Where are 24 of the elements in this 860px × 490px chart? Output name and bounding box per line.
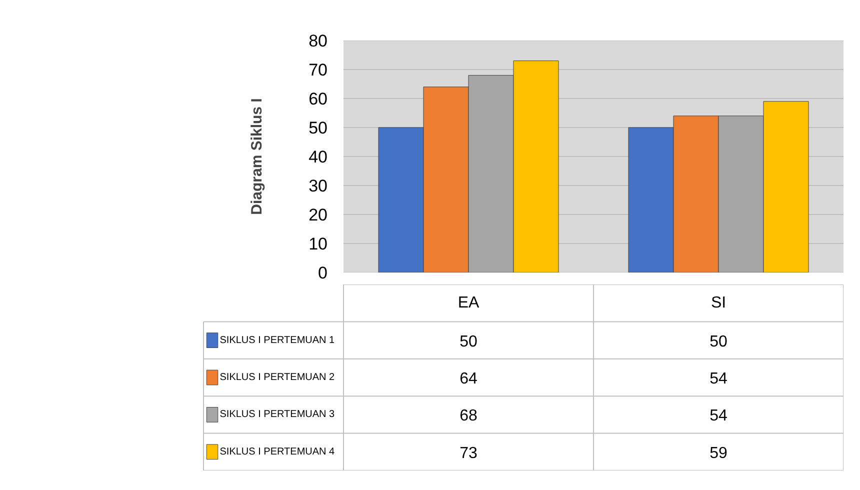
y-tick-label: 40 — [308, 148, 328, 166]
data-label: 54 — [710, 370, 728, 388]
legend-label: SIKLUS I PERTEMUAN 3 — [220, 409, 336, 420]
y-tick-label: 70 — [308, 60, 328, 80]
legend-label: SIKLUS I PERTEMUAN 1 — [220, 334, 336, 346]
data-label: 73 — [460, 444, 478, 462]
y-tick-label: 20 — [308, 206, 328, 224]
data-label: 50 — [460, 333, 478, 350]
y-tick-label: 60 — [308, 90, 328, 108]
legend-label: SIKLUS I PERTEMUAN 2 — [220, 372, 336, 383]
x-tick-label: EA — [458, 294, 480, 312]
y-tick-label: 50 — [308, 118, 328, 138]
data-label: 64 — [460, 370, 478, 388]
y-axis-title: Diagram Siklus I — [248, 98, 266, 215]
y-tick-label: 30 — [308, 176, 328, 196]
data-label: 68 — [460, 408, 478, 425]
y-tick-label: 10 — [308, 234, 328, 254]
data-label: 54 — [710, 408, 728, 425]
y-tick-label: 0 — [318, 264, 328, 282]
legend-label: SIKLUS I PERTEMUAN 4 — [220, 446, 336, 458]
data-label: 59 — [710, 444, 728, 462]
x-tick-label: SI — [710, 294, 726, 312]
y-tick-label: 80 — [308, 32, 328, 50]
data-label: 50 — [710, 333, 728, 350]
